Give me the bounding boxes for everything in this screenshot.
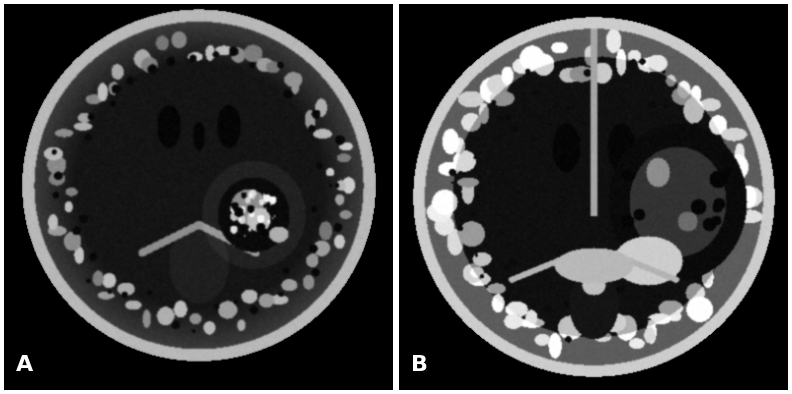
Text: B: B: [411, 355, 428, 375]
Text: A: A: [16, 355, 32, 375]
